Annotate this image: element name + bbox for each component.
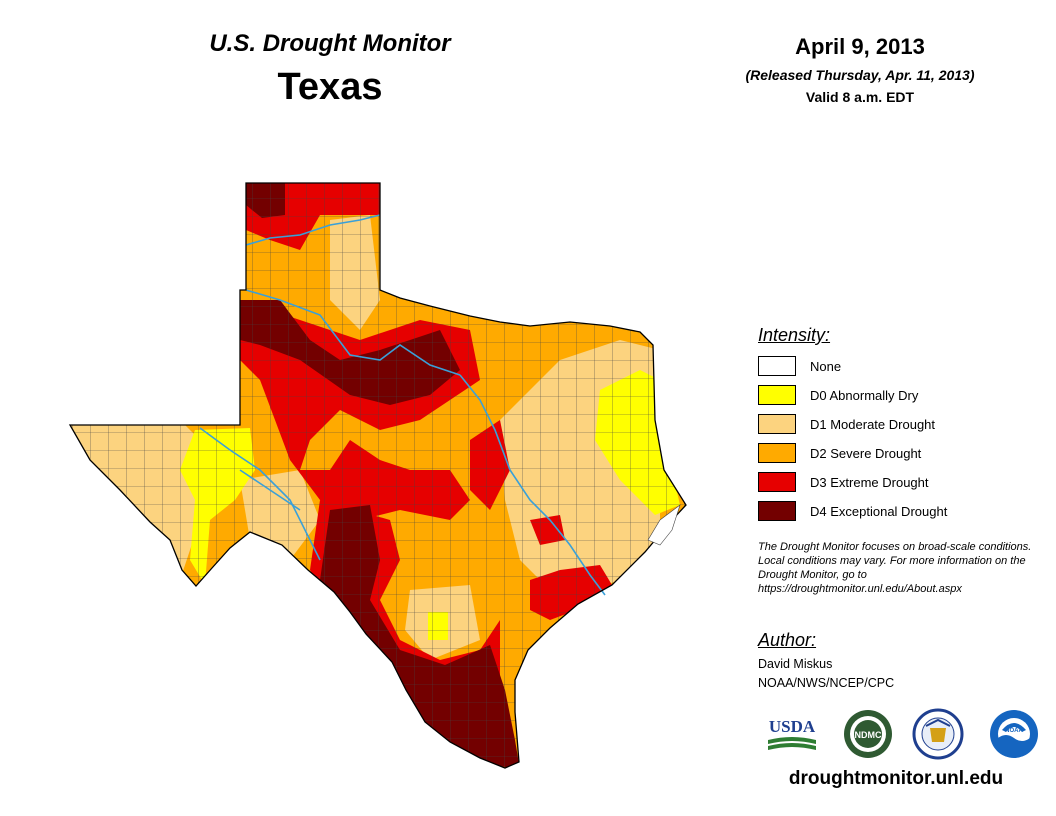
main-title: U.S. Drought Monitor xyxy=(209,30,451,57)
legend-label: D3 Extreme Drought xyxy=(810,474,929,490)
author-name: David Miskus xyxy=(758,657,833,671)
texas-drought-map xyxy=(68,182,687,769)
legend-label: D2 Severe Drought xyxy=(810,445,922,461)
rivers xyxy=(199,214,606,596)
commerce-seal-logo[interactable] xyxy=(910,708,966,760)
legend-item-d1: D1 Moderate Drought xyxy=(758,413,935,435)
river-pecos xyxy=(239,469,301,511)
map-date: April 9, 2013 xyxy=(795,34,925,59)
ndmc-logo[interactable]: NDMC xyxy=(840,708,896,760)
legend-swatch xyxy=(758,414,796,434)
texas-outline xyxy=(68,182,687,769)
state-title: Texas xyxy=(277,66,383,108)
legend-label: D4 Exceptional Drought xyxy=(810,503,948,519)
author-heading: Author: xyxy=(758,630,817,650)
river-canadian xyxy=(245,214,381,246)
usda-logo-text: USDA xyxy=(769,717,816,736)
author-org: NOAA/NWS/NCEP/CPC xyxy=(758,676,895,690)
disclaimer-note: The Drought Monitor focuses on broad-sca… xyxy=(758,541,1032,595)
legend-item-d0: D0 Abnormally Dry xyxy=(758,384,918,406)
release-date: (Released Thursday, Apr. 11, 2013) xyxy=(745,67,975,83)
legend-item-none: None xyxy=(758,355,841,377)
legend-swatch xyxy=(758,501,796,521)
legend-item-d4: D4 Exceptional Drought xyxy=(758,500,947,522)
legend-swatch xyxy=(758,443,796,463)
noaa-logo[interactable]: NOAA xyxy=(986,708,1042,760)
legend-label: None xyxy=(810,358,842,374)
legend-label: D1 Moderate Drought xyxy=(810,416,936,432)
legend-label: D0 Abnormally Dry xyxy=(810,387,919,403)
legend-heading: Intensity: xyxy=(758,325,831,345)
ndmc-logo-text: NDMC xyxy=(855,730,882,740)
river-rio-grande xyxy=(199,427,321,561)
website-link[interactable]: droughtmonitor.unl.edu xyxy=(788,768,1004,789)
legend-swatch xyxy=(758,385,796,405)
zone-none-southeast xyxy=(647,504,681,546)
legend-item-d2: D2 Severe Drought xyxy=(758,442,921,464)
legend-swatch xyxy=(758,356,796,376)
legend-swatch xyxy=(758,472,796,492)
legend-item-d3: D3 Extreme Drought xyxy=(758,471,929,493)
valid-time: Valid 8 a.m. EDT xyxy=(805,89,915,105)
usda-logo[interactable]: USDA xyxy=(764,708,820,760)
river-red xyxy=(245,289,461,376)
noaa-logo-text: NOAA xyxy=(1005,728,1023,734)
river-brazos xyxy=(459,374,606,596)
